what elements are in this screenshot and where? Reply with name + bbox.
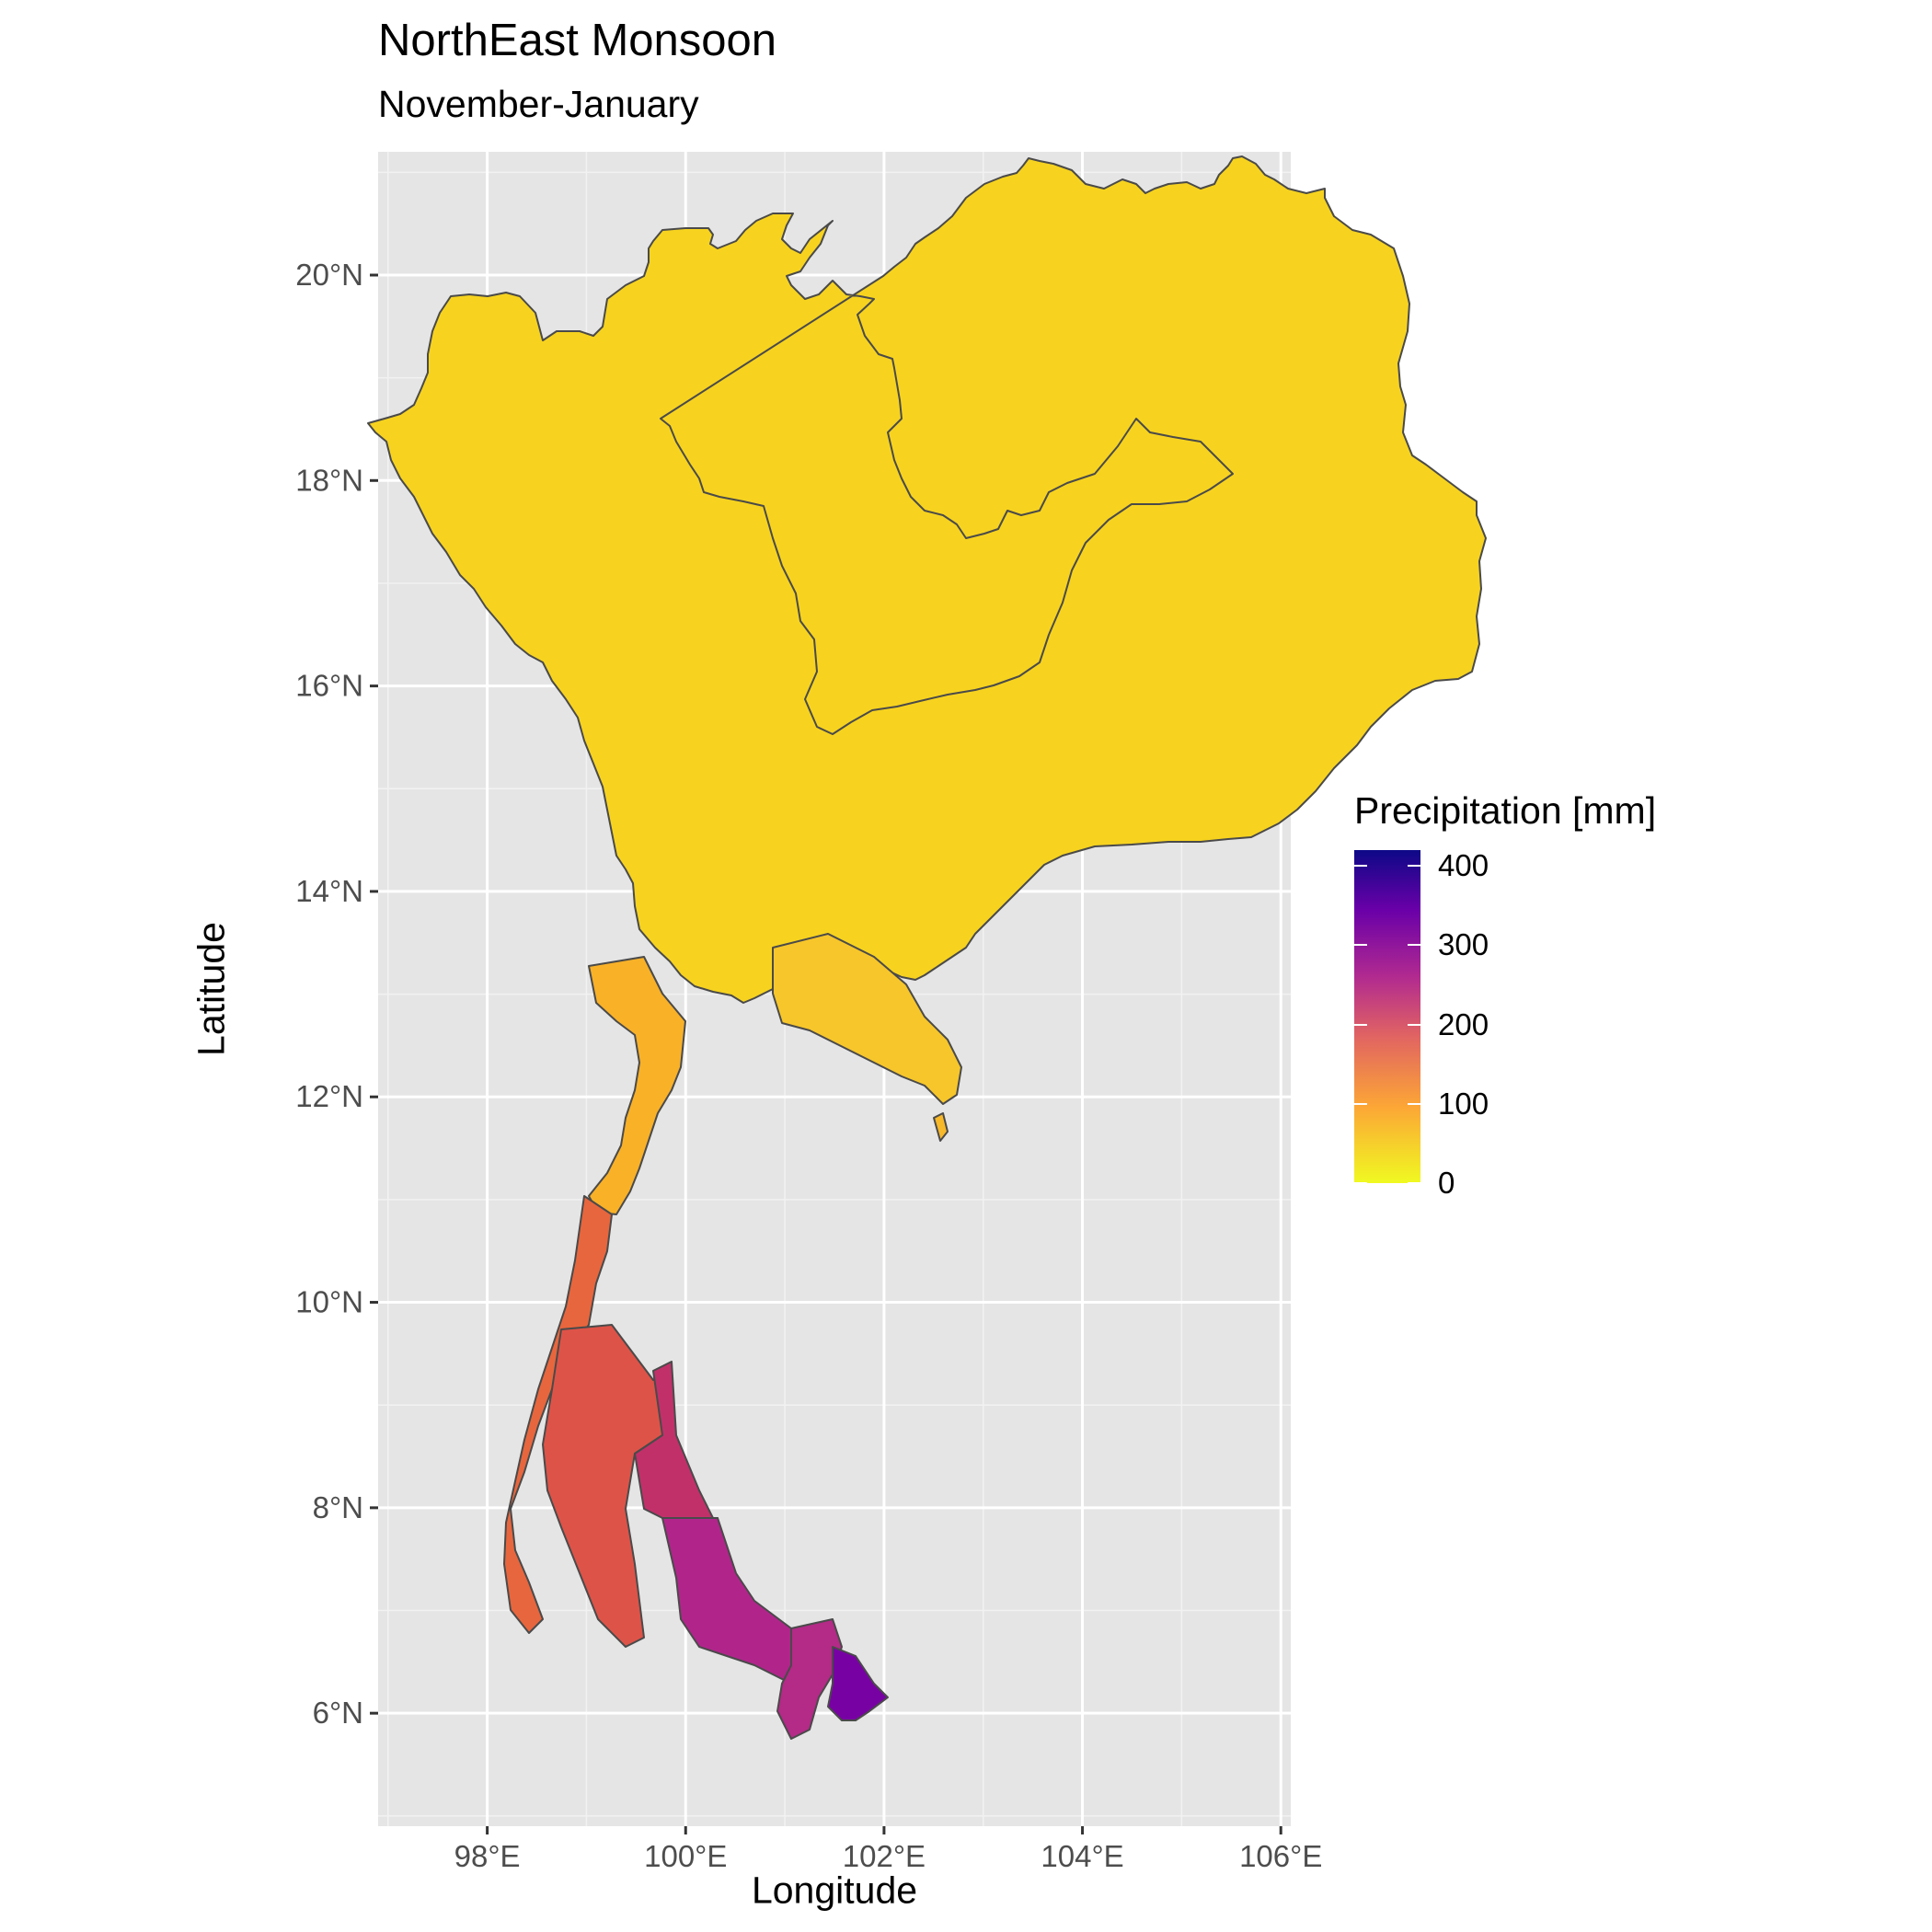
y-tick-label: 18°N — [295, 463, 363, 497]
legend-tick — [1354, 944, 1367, 947]
y-tick-label: 10°N — [295, 1285, 363, 1319]
region-north — [367, 155, 1487, 1004]
legend-label: 100 — [1438, 1086, 1489, 1121]
x-tick-label: 106°E — [1239, 1839, 1322, 1873]
legend-tick — [1354, 1023, 1367, 1026]
y-tick-label: 6°N — [313, 1696, 363, 1730]
legend-label: 300 — [1438, 927, 1489, 962]
legend-tick — [1408, 865, 1420, 868]
legend-label: 200 — [1438, 1006, 1489, 1041]
legend-title: Precipitation [mm] — [1354, 789, 1657, 832]
y-tick-label: 20°N — [295, 258, 363, 292]
legend-tick — [1408, 1102, 1420, 1105]
legend-tick — [1354, 1182, 1367, 1184]
chart-subtitle: November-January — [378, 83, 699, 125]
legend-colorbar — [1354, 850, 1420, 1183]
legend-label: 0 — [1438, 1166, 1455, 1200]
x-tick-label: 98°E — [454, 1839, 521, 1873]
legend-tick — [1408, 1023, 1420, 1026]
legend-tick — [1408, 944, 1420, 947]
y-tick-label: 16°N — [295, 669, 363, 703]
x-tick-label: 100°E — [644, 1839, 727, 1873]
legend-tick — [1408, 1182, 1420, 1184]
y-tick-label: 8°N — [313, 1490, 363, 1524]
y-tick-label: 14°N — [295, 874, 363, 908]
y-tick-label: 12°N — [295, 1079, 363, 1113]
legend-tick — [1354, 1102, 1367, 1105]
x-tick-label: 104°E — [1041, 1839, 1123, 1873]
chart-title: NorthEast Monsoon — [378, 16, 777, 65]
thailand-map — [367, 155, 1487, 1004]
x-axis-label: Longitude — [751, 1869, 918, 1912]
legend-label: 400 — [1438, 848, 1489, 883]
axes: 98°E 100°E 102°E 104°E 106°E 20°N 18°N 16°N 14°N… — [295, 258, 1322, 1873]
legend-tick — [1354, 865, 1367, 868]
x-tick-label: 102°E — [843, 1839, 926, 1873]
y-axis-label: Latitude — [190, 922, 233, 1056]
